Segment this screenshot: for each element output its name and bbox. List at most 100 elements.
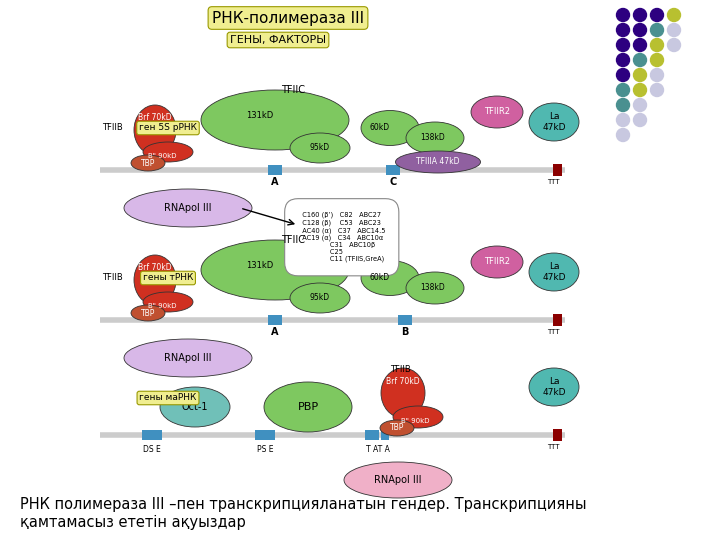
Text: La
47kD: La 47kD <box>542 112 566 132</box>
Circle shape <box>616 98 629 111</box>
Bar <box>386 165 400 175</box>
Text: RNApol III: RNApol III <box>164 353 212 363</box>
Circle shape <box>616 9 629 22</box>
Circle shape <box>667 24 680 37</box>
Circle shape <box>616 69 629 82</box>
Bar <box>553 314 562 326</box>
Ellipse shape <box>529 103 579 141</box>
Circle shape <box>650 9 664 22</box>
Text: TFIIB: TFIIB <box>390 366 410 375</box>
Ellipse shape <box>380 420 414 436</box>
Circle shape <box>616 53 629 66</box>
Ellipse shape <box>361 111 419 145</box>
Text: A: A <box>271 327 279 337</box>
Text: DS E: DS E <box>143 444 161 454</box>
Bar <box>142 430 162 440</box>
Text: TFIIIA 47kD: TFIIIA 47kD <box>416 158 460 166</box>
Circle shape <box>616 129 629 141</box>
Ellipse shape <box>143 142 193 162</box>
Ellipse shape <box>529 368 579 406</box>
Text: TFIIB: TFIIB <box>102 273 122 282</box>
Bar <box>553 429 562 441</box>
Text: C: C <box>390 177 397 187</box>
Text: TBP: TBP <box>141 308 156 318</box>
Text: TFIIR2: TFIIR2 <box>484 258 510 267</box>
Ellipse shape <box>134 105 176 155</box>
Bar <box>553 164 562 176</box>
Text: A: A <box>271 177 279 187</box>
Circle shape <box>634 69 647 82</box>
Ellipse shape <box>471 246 523 278</box>
Circle shape <box>634 53 647 66</box>
Text: Brf 70kD: Brf 70kD <box>138 113 172 123</box>
Ellipse shape <box>344 462 452 498</box>
Ellipse shape <box>471 96 523 128</box>
Text: гены маРНК: гены маРНК <box>139 394 197 402</box>
Text: TTT: TTT <box>546 179 559 185</box>
Text: 95kD: 95kD <box>310 144 330 152</box>
Circle shape <box>616 113 629 126</box>
Text: 60kD: 60kD <box>370 124 390 132</box>
Ellipse shape <box>393 406 443 428</box>
Circle shape <box>634 24 647 37</box>
Ellipse shape <box>529 253 579 291</box>
Bar <box>255 430 275 440</box>
Text: TFIIR2: TFIIR2 <box>484 107 510 117</box>
Ellipse shape <box>143 292 193 312</box>
Ellipse shape <box>406 122 464 154</box>
Circle shape <box>650 69 664 82</box>
Text: TTT: TTT <box>546 444 559 450</box>
Circle shape <box>634 9 647 22</box>
Text: ген 5S рРНК: ген 5S рРНК <box>139 124 197 132</box>
Ellipse shape <box>290 283 350 313</box>
Text: C160 (β’)   C82   ABC27
  C128 (β)    C53   ABC23
  AC40 (α)   C37   ABC14.5
  A: C160 (β’) C82 ABC27 C128 (β) C53 ABC23 A… <box>298 212 385 262</box>
Text: РНК полимераза III –пен транскрипцияланатын гендер. Транскрипцияны: РНК полимераза III –пен транскрипциялана… <box>20 497 587 512</box>
Text: TFIIC: TFIIC <box>281 235 305 245</box>
Text: B" 90kD: B" 90kD <box>148 153 176 159</box>
Ellipse shape <box>124 189 252 227</box>
Circle shape <box>650 53 664 66</box>
Ellipse shape <box>134 255 176 305</box>
Ellipse shape <box>160 387 230 427</box>
Ellipse shape <box>201 90 349 150</box>
Text: гены тРНК: гены тРНК <box>143 273 193 282</box>
Text: B: B <box>401 327 409 337</box>
Circle shape <box>634 38 647 51</box>
Ellipse shape <box>290 133 350 163</box>
Text: TBP: TBP <box>390 423 404 433</box>
Circle shape <box>667 9 680 22</box>
Text: 131kD: 131kD <box>246 111 274 119</box>
Bar <box>398 315 412 325</box>
Text: T AT A: T AT A <box>366 444 390 454</box>
Text: La
47kD: La 47kD <box>542 377 566 397</box>
Circle shape <box>650 24 664 37</box>
Text: TBP: TBP <box>141 159 156 167</box>
Ellipse shape <box>381 368 425 418</box>
Circle shape <box>634 98 647 111</box>
Text: РНК-полимераза III: РНК-полимераза III <box>212 10 364 25</box>
Text: La
47kD: La 47kD <box>542 262 566 282</box>
Circle shape <box>616 24 629 37</box>
Ellipse shape <box>264 382 352 432</box>
Text: Brf 70kD: Brf 70kD <box>138 264 172 273</box>
Text: Oct-1: Oct-1 <box>181 402 208 412</box>
Circle shape <box>667 38 680 51</box>
Ellipse shape <box>361 260 419 295</box>
Circle shape <box>634 113 647 126</box>
Text: 131kD: 131kD <box>246 260 274 269</box>
Bar <box>268 165 282 175</box>
Text: қамтамасыз ететін ақуыздар: қамтамасыз ететін ақуыздар <box>20 515 246 530</box>
Circle shape <box>616 38 629 51</box>
Circle shape <box>650 38 664 51</box>
Text: TTT: TTT <box>546 329 559 335</box>
Ellipse shape <box>395 151 480 173</box>
Circle shape <box>616 84 629 97</box>
Text: TFIIB: TFIIB <box>102 124 122 132</box>
Text: 138kD: 138kD <box>420 284 446 293</box>
Text: B" 90kD: B" 90kD <box>148 303 176 309</box>
Text: RNApol III: RNApol III <box>164 203 212 213</box>
Text: PBP: PBP <box>297 402 318 412</box>
Text: TFIIC: TFIIC <box>281 85 305 95</box>
Ellipse shape <box>201 240 349 300</box>
Text: RNApol III: RNApol III <box>374 475 422 485</box>
